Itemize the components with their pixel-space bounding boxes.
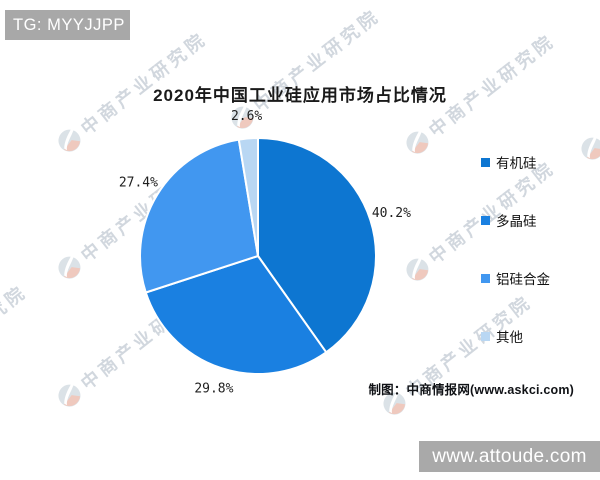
chart-title: 2020年中国工业硅应用市场占比情况	[153, 86, 447, 105]
legend-swatch-icon	[481, 331, 490, 341]
pie-slice-其他[interactable]	[237, 137, 259, 257]
pie-label-有机硅: 40.2%	[372, 206, 411, 221]
legend-item-有机硅[interactable]: 有机硅	[481, 152, 550, 172]
legend-item-铝硅合金[interactable]: 铝硅合金	[481, 268, 550, 288]
footer-site-bar: www.attoude.com	[419, 441, 600, 472]
pie-legend: 有机硅多晶硅铝硅合金其他	[481, 152, 550, 346]
legend-swatch-icon	[481, 157, 490, 167]
legend-swatch-icon	[481, 273, 490, 283]
footer-site-label: www.attoude.com	[432, 445, 587, 467]
legend-label: 有机硅	[496, 156, 537, 171]
legend-item-其他[interactable]: 其他	[481, 326, 550, 346]
pie-label-多晶硅: 29.8%	[194, 381, 233, 396]
header-tag-label: TG: MYYJJPP	[13, 15, 125, 34]
legend-label: 其他	[496, 330, 523, 345]
pie-label-铝硅合金: 27.4%	[119, 176, 158, 191]
header-tag-bar: TG: MYYJJPP	[5, 10, 130, 40]
pie-slice-铝硅合金[interactable]	[139, 138, 259, 294]
pie-label-其他: 2.6%	[231, 109, 262, 124]
legend-item-多晶硅[interactable]: 多晶硅	[481, 210, 550, 230]
legend-label: 铝硅合金	[496, 272, 550, 287]
legend-swatch-icon	[481, 215, 490, 225]
chart-attribution: 制图：中商情报网(www.askci.com)	[368, 383, 574, 397]
pie-slice-多晶硅[interactable]	[144, 255, 328, 375]
pie-slice-有机硅[interactable]	[257, 137, 377, 354]
legend-label: 多晶硅	[496, 214, 537, 229]
